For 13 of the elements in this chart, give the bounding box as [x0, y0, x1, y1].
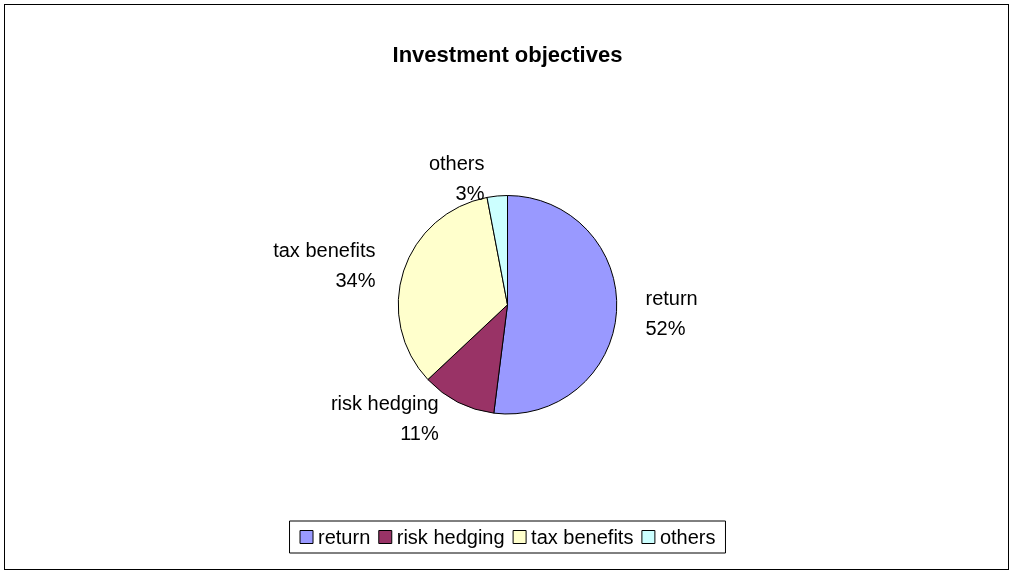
slice-label: others: [428, 152, 485, 175]
legend-label: return: [318, 526, 371, 548]
chart-title: Investment objectives: [392, 41, 623, 67]
slice-label: tax benefits: [273, 239, 376, 262]
slice-label: risk hedging: [330, 392, 439, 415]
legend-label: tax benefits: [531, 526, 634, 548]
data-label: 3%: [455, 182, 485, 205]
data-label: 52%: [645, 316, 686, 339]
data-label: 11%: [400, 422, 439, 445]
legend-label: others: [659, 526, 716, 548]
legend-label: risk hedging: [396, 526, 505, 548]
data-label: 34%: [335, 269, 376, 292]
slice-label: return: [645, 286, 698, 309]
